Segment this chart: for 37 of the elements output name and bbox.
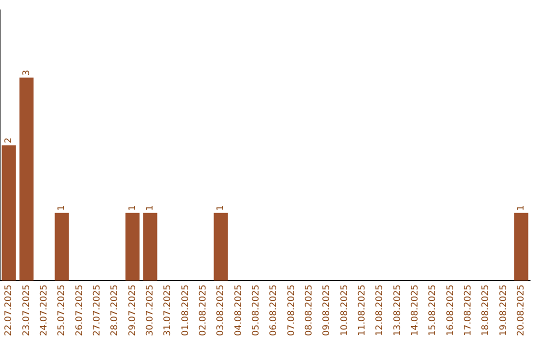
data-label: 2 [4,138,14,144]
x-tick-label: 14.08.2025 [410,284,421,336]
x-tick-label: 24.07.2025 [40,284,50,336]
x-tick-label: 26.07.2025 [74,284,85,336]
x-tick-label: 25.07.2025 [57,284,68,336]
x-tick-label: 31.07.2025 [163,284,174,336]
x-tick-label: 22.07.2025 [4,284,14,336]
data-label: 1 [146,205,156,211]
x-tick-label: 09.08.2025 [322,284,332,336]
data-label: 3 [22,70,32,76]
data-label: 1 [128,205,138,211]
x-tick-label: 29.07.2025 [128,284,138,336]
x-tick-label: 20.08.2025 [516,284,527,336]
x-tick-label: 17.08.2025 [464,284,474,336]
x-tick-label: 04.08.2025 [234,284,244,336]
x-tick-label: 01.08.2025 [180,284,191,336]
x-tick-label: 10.08.2025 [340,284,350,336]
x-tick-label: 13.08.2025 [392,284,403,336]
x-tick-label: 02.08.2025 [198,284,209,336]
x-tick-label: 27.07.2025 [92,284,103,336]
x-tick-label: 28.07.2025 [110,284,120,336]
x-tick-label: 11.08.2025 [358,284,368,336]
x-tick-label: 18.08.2025 [481,284,492,336]
x-tick-label: 15.08.2025 [428,284,438,336]
x-tick-label: 30.07.2025 [146,284,156,336]
x-tick-label: 19.08.2025 [498,284,509,336]
x-tick-label: 12.08.2025 [375,284,386,336]
x-tick-label: 16.08.2025 [446,284,456,336]
x-tick-label: 05.08.2025 [252,284,262,336]
data-label: 1 [516,205,527,211]
x-tick-label: 23.07.2025 [22,284,32,336]
x-tick-label: 03.08.2025 [216,284,226,336]
data-label: 1 [57,205,68,211]
data-label: 1 [216,205,226,211]
x-tick-label: 06.08.2025 [269,284,280,336]
x-tick-label: 07.08.2025 [286,284,297,336]
x-tick-label: 08.08.2025 [304,284,315,336]
